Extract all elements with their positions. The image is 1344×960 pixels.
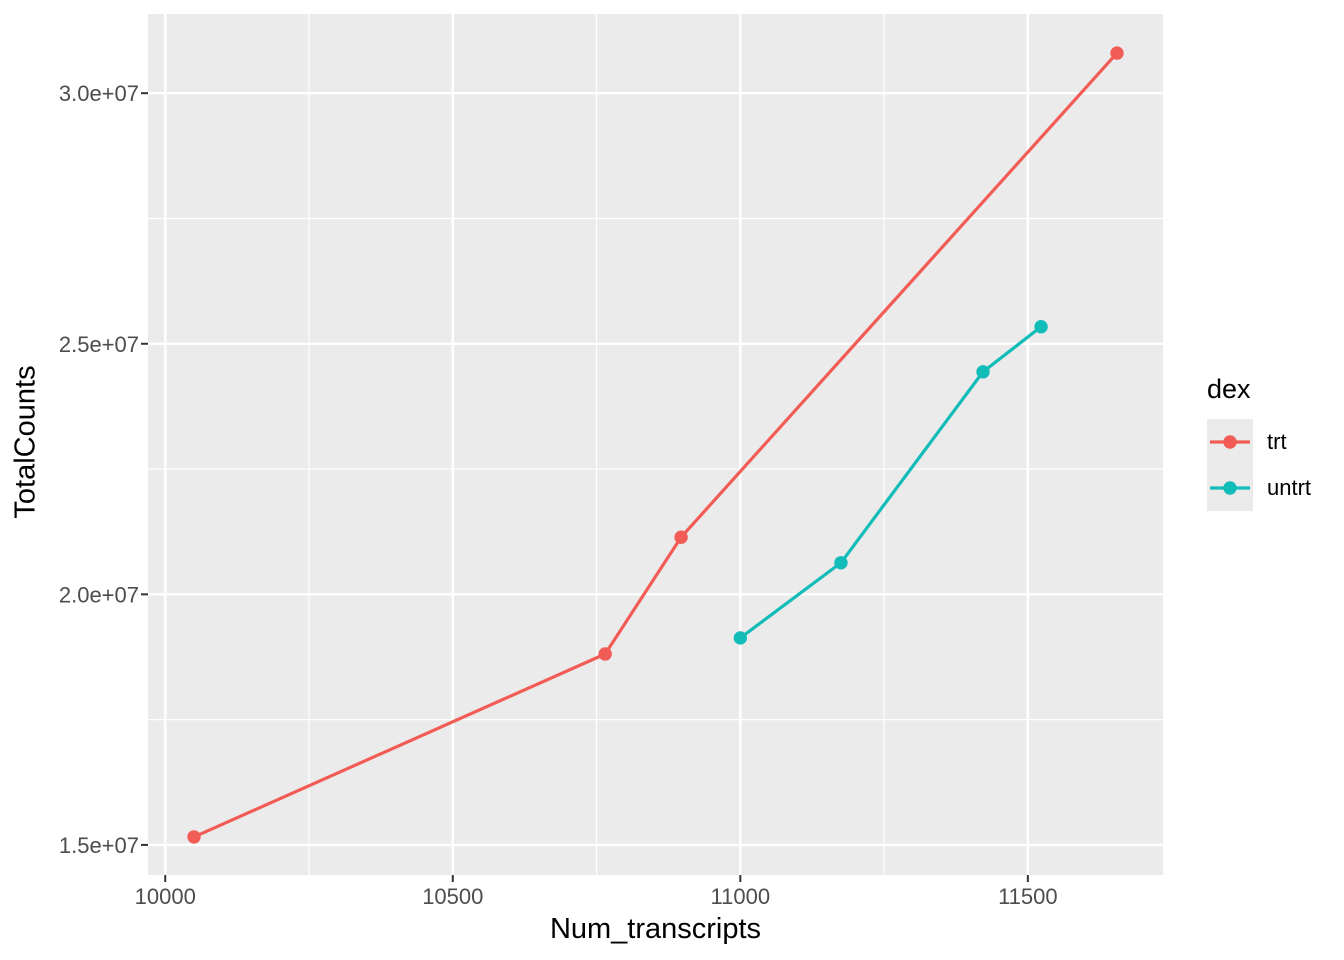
data-point-untrt-2 [976,365,990,379]
legend-key-glyph-untrt [1210,481,1250,495]
series-line-untrt [739,325,1043,640]
x-tick-label: 11500 [998,884,1058,909]
legend-point-icon [1223,481,1237,495]
legend: dex trt untrt [1207,374,1311,511]
panel-background [148,14,1163,875]
x-tick-label: 10000 [135,884,196,909]
x-tick-label: 10500 [422,884,483,909]
legend-label-untrt: untrt [1267,475,1312,500]
data-point-untrt-3 [1034,320,1048,334]
y-tick-label: 2.0e+07 [59,582,139,607]
legend-label-trt: trt [1267,429,1287,454]
x-tick-label: 11000 [711,884,771,909]
data-point-trt-3 [1110,46,1124,60]
legend-item-untrt: untrt [1207,465,1311,511]
legend-point-icon [1223,435,1237,449]
legend-key-untrt [1207,465,1253,511]
data-point-untrt-1 [834,556,848,570]
y-tick-label: 3.0e+07 [59,81,139,106]
y-tick-label: 1.5e+07 [59,833,139,858]
legend-title: dex [1207,374,1251,404]
x-axis-title: Num_transcripts [549,913,762,945]
data-point-untrt-0 [733,631,748,645]
y-axis-title: TotalCounts [9,365,42,519]
legend-key-trt [1207,419,1253,465]
y-tick-label: 2.5e+07 [59,332,139,357]
legend-keys: trt untrt [1207,419,1311,511]
data-point-trt-2 [674,530,688,544]
data-point-trt-1 [598,647,612,661]
data-point-trt-0 [187,830,201,844]
series-line-trt [193,52,1119,839]
legend-key-glyph-trt [1210,435,1250,449]
legend-item-trt: trt [1207,419,1311,465]
